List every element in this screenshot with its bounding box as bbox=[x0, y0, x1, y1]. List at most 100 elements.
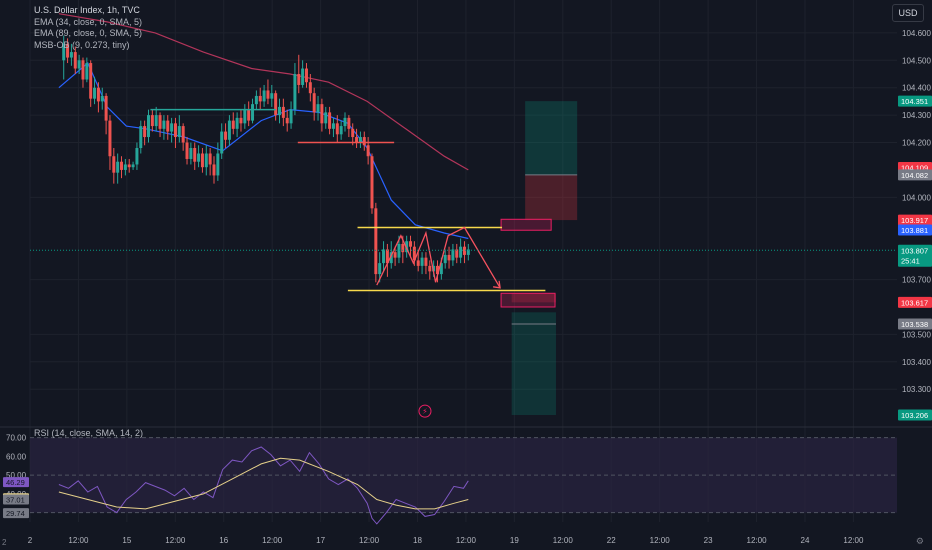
candle-body bbox=[112, 156, 116, 173]
bull-order-block bbox=[500, 292, 556, 308]
candle-body bbox=[239, 117, 243, 124]
drawings[interactable]: ⚡ bbox=[150, 108, 546, 418]
price-label: 103.881 bbox=[901, 226, 928, 235]
price-label: 104.082 bbox=[901, 171, 928, 180]
price-label: 103.206 bbox=[901, 411, 928, 420]
candle-body bbox=[135, 148, 139, 165]
rsi-label: 29.74 bbox=[6, 509, 25, 518]
rsi-line bbox=[58, 446, 469, 525]
candle-body bbox=[204, 153, 208, 168]
candle-body bbox=[262, 90, 266, 102]
candle-body bbox=[432, 265, 436, 272]
candle-body bbox=[347, 117, 351, 129]
time-tick: 15 bbox=[122, 536, 131, 545]
ema-34-legend[interactable]: EMA (34, close, 0, SMA, 5) bbox=[34, 16, 143, 27]
candle-body bbox=[278, 106, 282, 116]
candle-body bbox=[355, 137, 359, 143]
time-tick: 12:00 bbox=[165, 536, 186, 545]
candle-body bbox=[177, 126, 181, 138]
candle-body bbox=[459, 246, 463, 258]
candle-body bbox=[447, 254, 451, 261]
ema-89-legend[interactable]: EMA (89, close, 0, SMA, 5) bbox=[34, 28, 143, 38]
rsi-legend[interactable]: RSI (14, close, SMA, 14, 2) bbox=[34, 428, 144, 438]
price-label-sub: 25:41 bbox=[901, 256, 920, 265]
price-tick: 103.400 bbox=[902, 358, 931, 367]
candle-body bbox=[89, 63, 93, 99]
price-label: 103.617 bbox=[901, 298, 928, 307]
candle-body bbox=[428, 265, 432, 272]
price-tick: 104.500 bbox=[902, 56, 931, 65]
candle-body bbox=[362, 137, 366, 146]
rsi-tick: 60.00 bbox=[6, 452, 27, 461]
candle-body bbox=[154, 115, 158, 127]
candle-body bbox=[312, 93, 316, 113]
settings-icon[interactable]: ⚙ bbox=[915, 536, 924, 546]
candle-body bbox=[81, 60, 85, 80]
price-label-box bbox=[898, 224, 932, 236]
price-tick: 103.300 bbox=[902, 385, 931, 394]
candle-body bbox=[216, 153, 220, 176]
price-label-box bbox=[898, 409, 932, 421]
candle-body bbox=[220, 131, 224, 154]
time-tick: 23 bbox=[704, 536, 713, 545]
candle-body bbox=[435, 265, 439, 275]
candle-body bbox=[351, 128, 355, 138]
time-tick: 22 bbox=[607, 536, 616, 545]
price-label-box bbox=[898, 318, 932, 330]
candle-body bbox=[378, 263, 382, 275]
candle-body bbox=[127, 164, 131, 168]
rsi-label-box bbox=[3, 477, 29, 488]
arrow-head bbox=[493, 280, 501, 289]
candle-body bbox=[466, 249, 470, 255]
order-blocks[interactable] bbox=[500, 218, 556, 308]
candle-body bbox=[212, 164, 216, 176]
candle-body bbox=[66, 43, 70, 58]
symbol-title[interactable]: U.S. Dollar Index, 1h, TVC bbox=[34, 5, 140, 15]
candle-body bbox=[405, 241, 409, 253]
candle-body bbox=[424, 257, 428, 266]
candle-body bbox=[100, 95, 104, 102]
candle-body bbox=[200, 153, 204, 168]
candle-body bbox=[247, 109, 251, 121]
candle-body bbox=[139, 126, 143, 149]
price-label: 104.109 bbox=[901, 163, 928, 172]
candle-body bbox=[173, 123, 177, 138]
candle-body bbox=[397, 243, 401, 258]
rsi-ma-line bbox=[58, 457, 469, 510]
candle-body bbox=[189, 148, 193, 159]
rsi-label: 46.29 bbox=[6, 478, 25, 487]
candle-body bbox=[243, 109, 247, 124]
candle-body bbox=[150, 115, 154, 127]
time-tick: 2 bbox=[28, 536, 33, 545]
candle-body bbox=[308, 82, 312, 94]
candle-body bbox=[274, 93, 278, 116]
rsi-tick: 70.00 bbox=[6, 434, 27, 443]
candle-body bbox=[420, 257, 424, 266]
msb-ob-legend[interactable]: MSB-OB (9, 0.273, tiny) bbox=[34, 39, 130, 50]
candle-body bbox=[158, 115, 162, 129]
candle-body bbox=[197, 153, 201, 162]
ema-89-path bbox=[58, 13, 469, 171]
time-tick: 19 bbox=[510, 536, 519, 545]
position-tools[interactable] bbox=[511, 101, 578, 415]
price-label: 103.538 bbox=[901, 320, 928, 329]
candle-body bbox=[416, 260, 420, 266]
candle-body bbox=[96, 87, 100, 102]
candle-body bbox=[170, 123, 174, 132]
chart-legend: U.S. Dollar Index, 1h, TVC EMA (34, clos… bbox=[34, 5, 142, 51]
candle-body bbox=[85, 63, 89, 80]
candle-body bbox=[385, 249, 389, 264]
candle-body bbox=[208, 153, 212, 165]
candle-body bbox=[254, 95, 258, 105]
profit-zone bbox=[525, 101, 578, 175]
candle-body bbox=[235, 117, 239, 129]
price-label-box bbox=[898, 244, 932, 267]
candle-body bbox=[297, 74, 301, 85]
price-tick: 104.300 bbox=[902, 111, 931, 120]
candle-body bbox=[227, 120, 231, 140]
currency-button[interactable]: USD bbox=[892, 4, 924, 22]
rsi-pane[interactable] bbox=[0, 426, 932, 525]
candle-body bbox=[285, 117, 289, 124]
